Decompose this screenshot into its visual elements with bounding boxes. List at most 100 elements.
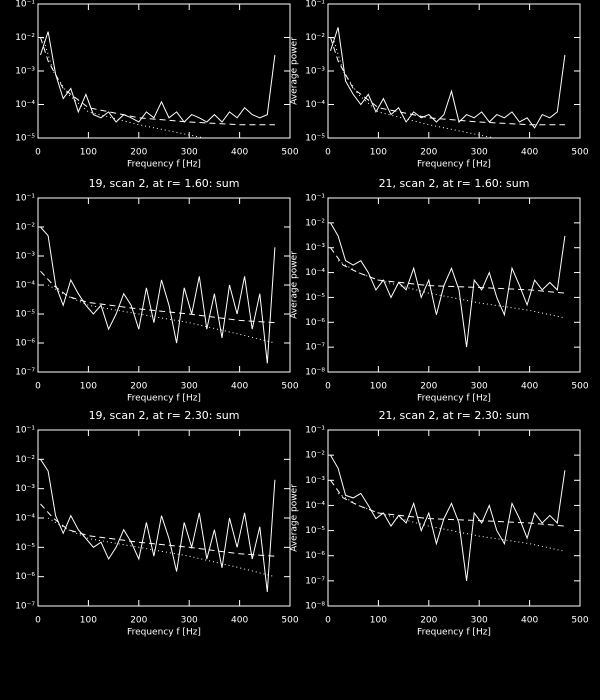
spectrum-line: [330, 480, 565, 527]
y-tick-label: 10⁻⁵: [305, 293, 325, 303]
x-tick-label: 500: [571, 616, 588, 626]
y-tick-label: 10⁻⁸: [305, 602, 325, 612]
x-tick-label: 400: [231, 148, 248, 158]
y-axis-label: Average power: [290, 37, 300, 105]
x-tick-label: 500: [571, 148, 588, 158]
plot-frame: [37, 429, 291, 607]
y-axis-label: Average power: [290, 251, 300, 319]
panel-title: 19, scan 2, at r= 2.30: sum: [89, 409, 240, 422]
x-tick-label: 400: [521, 382, 538, 392]
x-tick-label: 500: [571, 382, 588, 392]
y-tick-label: 10⁻⁴: [15, 100, 35, 110]
x-tick-label: 500: [281, 616, 298, 626]
y-tick-label: 10⁻³: [305, 67, 325, 77]
y-tick-label: 10⁻³: [15, 67, 35, 77]
y-tick-label: 10⁻¹: [305, 426, 325, 436]
panel-title: 21, scan 2, at r= 2.30: sum: [379, 409, 530, 422]
x-tick-label: 0: [35, 616, 41, 626]
y-tick-label: 10⁻⁵: [305, 134, 325, 144]
x-tick-label: 400: [521, 616, 538, 626]
y-tick-label: 10⁻⁶: [15, 339, 35, 349]
y-tick-label: 10⁻⁵: [305, 526, 325, 536]
y-tick-label: 10⁻⁴: [15, 514, 35, 524]
y-axis-label: Average power: [290, 484, 300, 552]
y-tick-label: 10⁻⁷: [15, 602, 35, 612]
x-tick-label: 200: [420, 382, 437, 392]
x-tick-label: 100: [370, 616, 387, 626]
y-tick-label: 10⁻²: [305, 451, 325, 461]
x-tick-label: 500: [281, 148, 298, 158]
y-tick-label: 10⁻³: [305, 476, 325, 486]
y-tick-label: 10⁻¹: [15, 0, 35, 10]
y-tick-label: 10⁻⁵: [15, 543, 35, 553]
y-tick-label: 10⁻⁶: [15, 572, 35, 582]
y-tick-label: 10⁻⁴: [305, 100, 325, 110]
y-tick-label: 10⁻¹: [15, 194, 35, 204]
y-tick-label: 10⁻²: [15, 223, 35, 233]
y-tick-label: 10⁻⁴: [305, 268, 325, 278]
spectrum-line: [330, 222, 566, 348]
spectrum-line: [40, 459, 276, 593]
x-tick-label: 400: [231, 382, 248, 392]
x-tick-label: 400: [231, 616, 248, 626]
y-tick-label: 10⁻⁷: [15, 368, 35, 378]
plot-frame: [37, 197, 291, 373]
y-tick-label: 10⁻⁸: [305, 368, 325, 378]
y-tick-label: 10⁻⁵: [15, 310, 35, 320]
spectrum-line: [330, 37, 565, 126]
x-axis-label: Frequency f [Hz]: [417, 628, 491, 638]
y-tick-label: 10⁻¹: [15, 426, 35, 436]
y-tick-label: 10⁻⁵: [15, 134, 35, 144]
x-tick-label: 200: [420, 148, 437, 158]
y-tick-label: 10⁻⁷: [305, 576, 325, 586]
x-axis-label: Frequency f [Hz]: [417, 394, 491, 404]
plot-frame: [327, 197, 581, 373]
y-tick-label: 10⁻¹: [305, 194, 325, 204]
x-tick-label: 300: [181, 148, 198, 158]
y-tick-label: 10⁻⁶: [305, 551, 325, 561]
x-axis-label: Frequency f [Hz]: [127, 628, 201, 638]
x-tick-label: 0: [325, 616, 331, 626]
x-tick-label: 300: [471, 148, 488, 158]
y-tick-label: 10⁻³: [305, 243, 325, 253]
y-tick-label: 10⁻⁷: [305, 343, 325, 353]
x-axis-label: Frequency f [Hz]: [127, 394, 201, 404]
y-tick-label: 10⁻³: [15, 252, 35, 262]
spectrum-line: [42, 37, 205, 139]
plot-frame: [327, 3, 581, 139]
y-tick-label: 10⁻²: [15, 33, 35, 43]
spectrum-line: [40, 270, 275, 324]
y-tick-label: 10⁻⁴: [305, 501, 325, 511]
x-tick-label: 300: [471, 382, 488, 392]
x-tick-label: 100: [370, 382, 387, 392]
x-tick-label: 500: [281, 382, 298, 392]
x-axis-label: Frequency f [Hz]: [127, 160, 201, 170]
spectrum-line: [330, 247, 565, 294]
spectrum-line: [40, 37, 275, 126]
spectrum-line: [40, 226, 276, 364]
x-tick-label: 300: [471, 616, 488, 626]
spectrum-line: [330, 454, 566, 581]
x-tick-label: 300: [181, 616, 198, 626]
panel-title: 19, scan 2, at r= 1.60: sum: [89, 177, 240, 190]
spectrum-line: [47, 517, 276, 578]
spectrum-line: [47, 284, 276, 344]
y-tick-label: 10⁻²: [15, 455, 35, 465]
y-tick-label: 10⁻⁶: [305, 318, 325, 328]
spectrum-line: [332, 37, 495, 139]
x-tick-label: 400: [521, 148, 538, 158]
y-tick-label: 10⁻²: [305, 218, 325, 228]
x-tick-label: 0: [35, 148, 41, 158]
x-tick-label: 0: [325, 148, 331, 158]
y-tick-label: 10⁻⁴: [15, 281, 35, 291]
x-tick-label: 100: [80, 382, 97, 392]
x-tick-label: 200: [420, 616, 437, 626]
plot-frame: [327, 429, 581, 607]
spectrum-line: [337, 260, 566, 319]
spectrum-line: [40, 503, 275, 557]
x-tick-label: 200: [130, 382, 147, 392]
x-tick-label: 200: [130, 616, 147, 626]
x-axis-label: Frequency f [Hz]: [417, 160, 491, 170]
x-tick-label: 200: [130, 148, 147, 158]
